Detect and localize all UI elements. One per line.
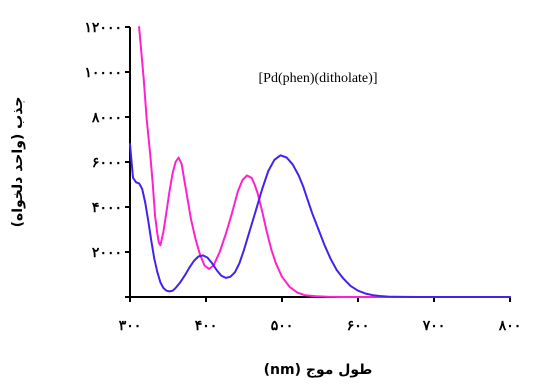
x-tick-label: ۷۰۰	[422, 318, 446, 334]
y-tick-label: ۴۰۰۰	[92, 200, 122, 216]
y-tick-label: ۱۲۰۰۰	[84, 20, 122, 36]
x-tick-label: ۸۰۰	[498, 318, 522, 334]
y-tick-label: ۱۰۰۰۰	[84, 65, 122, 81]
y-axis-title: جذب (واحد دلخواه)	[10, 97, 26, 228]
series-layer	[129, 26, 511, 298]
chart-annotation: [Pd(phen)(ditholate)]	[259, 71, 378, 86]
x-axis-title: طول موج (nm)	[264, 362, 373, 378]
y-tick-label: ۶۰۰۰	[92, 155, 122, 171]
x-tick-label: ۶۰۰	[347, 318, 370, 334]
series-line-2	[129, 143, 511, 298]
y-tick-label: ۲۰۰۰	[92, 245, 122, 261]
chart-axes	[129, 27, 510, 298]
series-line-1	[138, 26, 511, 298]
y-ticks: ۲۰۰۰ ۴۰۰۰ ۶۰۰۰ ۸۰۰۰ ۱۰۰۰۰ ۱۲۰۰۰	[84, 20, 130, 298]
x-tick-label: ۵۰۰	[271, 318, 294, 334]
x-tick-label: ۴۰۰	[195, 318, 218, 334]
y-tick-label: ۸۰۰۰	[91, 110, 122, 126]
x-tick-label: ۳۰۰	[119, 318, 142, 334]
x-ticks: ۳۰۰ ۴۰۰ ۵۰۰ ۶۰۰ ۷۰۰ ۸۰۰	[119, 297, 522, 334]
